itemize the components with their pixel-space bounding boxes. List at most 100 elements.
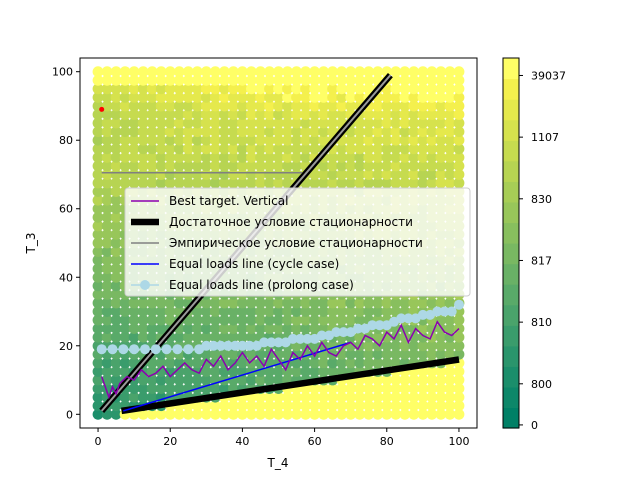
heatmap-cell — [336, 100, 348, 112]
heatmap-cell — [110, 160, 122, 172]
heatmap-cell — [282, 306, 293, 317]
heatmap-cell — [219, 323, 230, 334]
heatmap-cell — [390, 169, 402, 180]
heatmap-cell — [228, 100, 239, 112]
heatmap-cell — [173, 83, 185, 95]
heatmap-cell — [363, 391, 375, 403]
heatmap-cell — [209, 100, 221, 112]
heatmap-cell — [426, 109, 438, 120]
heatmap-cell — [273, 66, 284, 78]
heatmap-cell — [110, 314, 122, 326]
heatmap-cell — [426, 126, 438, 138]
heatmap-cell — [399, 297, 411, 309]
heatmap-cell — [110, 220, 122, 232]
heatmap-cell — [417, 383, 429, 394]
heatmap-cell — [399, 74, 411, 86]
heatmap-cell — [228, 160, 239, 172]
heatmap-cell — [92, 391, 104, 403]
heatmap-cell — [318, 391, 329, 403]
heatmap-cell — [381, 100, 393, 112]
heatmap-cell — [146, 408, 158, 420]
heatmap-cell — [182, 169, 194, 180]
heatmap-cell — [390, 92, 402, 103]
heatmap-cell — [246, 357, 257, 369]
heatmap-cell — [282, 109, 293, 120]
heatmap-cell — [137, 117, 149, 129]
heatmap-cell — [246, 109, 257, 120]
heatmap-cell — [327, 74, 338, 86]
heatmap-cell — [273, 126, 284, 138]
heatmap-cell — [200, 348, 212, 360]
heatmap-cell — [381, 109, 393, 120]
heatmap-cell — [435, 74, 447, 86]
heatmap-cell — [417, 126, 429, 138]
heatmap-cell — [128, 306, 140, 317]
heatmap-cell — [345, 74, 357, 86]
heatmap-cell — [119, 391, 131, 403]
heatmap-cell — [110, 280, 122, 292]
heatmap-cell — [255, 400, 266, 412]
heatmap-cell — [336, 306, 348, 317]
heatmap-cell — [390, 340, 402, 352]
heatmap-cell — [219, 109, 230, 120]
heatmap-cell — [318, 109, 329, 120]
heatmap-cell — [155, 314, 167, 326]
heatmap-cell — [426, 66, 438, 78]
heatmap-cell — [408, 152, 420, 163]
heatmap-cell — [164, 314, 176, 326]
heatmap-cell — [318, 366, 329, 377]
heatmap-cell — [110, 109, 122, 120]
heatmap-cell — [182, 92, 194, 103]
heatmap-cell — [128, 152, 140, 163]
heatmap-cell — [255, 74, 266, 86]
heatmap-cell — [399, 83, 411, 95]
heatmap-cell — [282, 117, 293, 129]
heatmap-cell — [408, 169, 420, 180]
x-axis: 0 20 40 60 80 100 — [95, 428, 469, 448]
heatmap-cell — [246, 134, 257, 146]
colorbar-segment — [503, 58, 519, 80]
heatmap-cell — [444, 134, 456, 146]
heatmap-cell — [110, 92, 122, 103]
heatmap-cell — [417, 100, 429, 112]
heatmap-cell — [182, 357, 194, 369]
heatmap-cell — [228, 152, 239, 163]
heatmap-cell — [354, 408, 366, 420]
heatmap-cell — [173, 66, 185, 78]
heatmap-cell — [119, 177, 131, 189]
heatmap-cell — [92, 383, 104, 394]
heatmap-cell — [372, 391, 384, 403]
heatmap-cell — [336, 177, 348, 189]
heatmap-cell — [155, 408, 167, 420]
heatmap-cell — [390, 83, 402, 95]
heatmap-cell — [146, 66, 158, 78]
heatmap-cell — [444, 66, 456, 78]
x-tick-label: 100 — [448, 435, 469, 448]
heatmap-cell — [417, 366, 429, 377]
heatmap-cell — [345, 92, 357, 103]
heatmap-cell — [435, 408, 447, 420]
heatmap-cell — [191, 117, 203, 129]
heatmap-cell — [173, 134, 185, 146]
heatmap-cell — [363, 143, 375, 155]
equal-loads-prolong-point — [161, 344, 172, 355]
heatmap-cell — [354, 143, 366, 155]
heatmap-cell — [309, 366, 320, 377]
heatmap-cell — [155, 134, 167, 146]
heatmap-cell — [399, 383, 411, 394]
heatmap-cell — [101, 134, 113, 146]
heatmap-cell — [453, 143, 465, 155]
colorbar-tick-label: 0 — [531, 419, 538, 432]
heatmap-cell — [372, 400, 384, 412]
heatmap-cell — [291, 391, 302, 403]
heatmap-cell — [191, 152, 203, 163]
heatmap-cell — [110, 323, 122, 334]
equal-loads-prolong-point — [316, 330, 327, 341]
heatmap-cell — [390, 126, 402, 138]
equal-loads-prolong-point — [273, 337, 284, 348]
heatmap-cell — [426, 152, 438, 163]
equal-loads-prolong-point — [107, 344, 118, 355]
heatmap-cell — [309, 169, 320, 180]
x-tick-label: 60 — [308, 435, 322, 448]
equal-loads-prolong-point — [374, 320, 385, 331]
